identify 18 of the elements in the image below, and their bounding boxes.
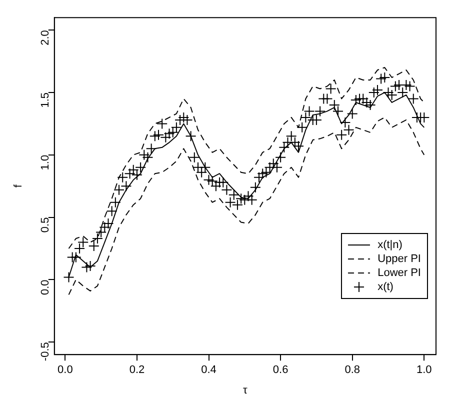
y-tick-label: 2.0 <box>39 30 52 46</box>
y-axis-title: f <box>12 184 25 188</box>
legend-label: Upper PI <box>378 252 421 266</box>
legend-label: Lower PI <box>378 266 421 280</box>
y-tick-label: 0.0 <box>39 280 52 296</box>
x-tick-label: 0.4 <box>201 364 216 376</box>
legend-label: x(t) <box>378 280 394 294</box>
x-tick-label: 0.6 <box>272 364 288 376</box>
y-tick-label: 1.0 <box>39 154 52 170</box>
x-tick-label: 0.0 <box>58 364 73 376</box>
x-tick-label: 1.0 <box>416 364 432 376</box>
y-tick-label: -0.5 <box>39 342 52 362</box>
y-tick-label: 1.5 <box>39 92 52 108</box>
x-tick-label: 0.2 <box>129 364 145 376</box>
x-axis-title: τ <box>243 384 248 396</box>
y-tick-label: 0.5 <box>39 217 52 233</box>
x-tick-label: 0.8 <box>344 364 360 376</box>
legend-label: x(t|n) <box>378 238 402 252</box>
